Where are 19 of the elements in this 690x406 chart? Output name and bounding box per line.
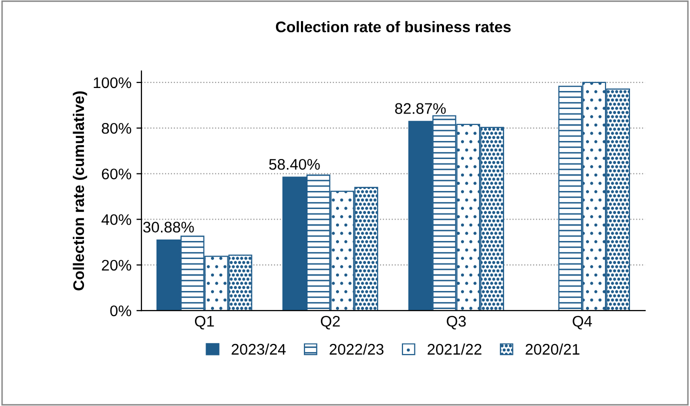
y-tick-label: 60% [102, 168, 132, 180]
x-tick-label: Q2 [320, 316, 340, 330]
chart-title: Collection rate of business rates [276, 21, 511, 32]
data-label: 58.40% [269, 158, 320, 170]
y-axis-title: Collection rate (cumulative) [72, 91, 88, 290]
y-tick-label: 20% [102, 260, 132, 271]
legend-label: 2020/21 [526, 344, 580, 355]
legend-label: 2021/22 [428, 344, 482, 355]
data-label: 82.87% [395, 103, 446, 114]
data-label: 30.88% [143, 222, 194, 233]
x-tick-label: Q3 [446, 316, 466, 330]
legend-label: 2022/23 [330, 344, 384, 355]
y-tick-label: 80% [102, 122, 132, 134]
y-tick-label: 0% [110, 305, 132, 316]
x-tick-label: Q4 [572, 316, 592, 330]
x-tick-label: Q1 [194, 316, 214, 330]
legend-label: 2023/24 [232, 344, 286, 355]
y-tick-label: 100% [94, 77, 132, 88]
y-tick-label: 40% [102, 214, 132, 226]
